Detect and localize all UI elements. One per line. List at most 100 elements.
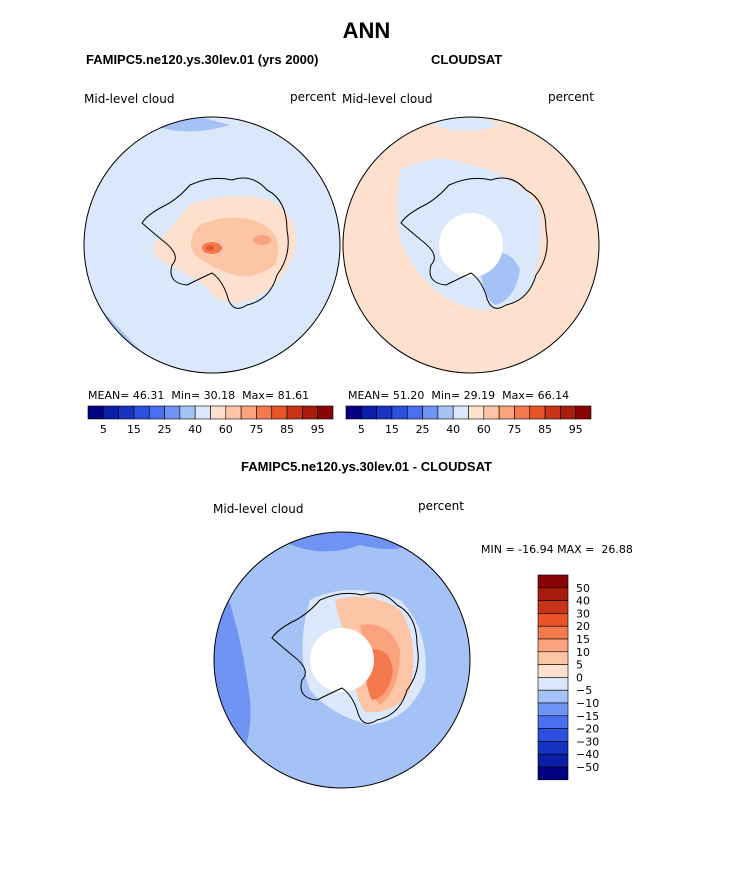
model-colorbar-tick-label: 5 — [100, 423, 107, 436]
diff-colorbar-swatch — [537, 587, 569, 601]
obs-polar-map — [342, 116, 600, 374]
diff-missing-data-pole — [310, 628, 374, 692]
diff-colorbar-tick-label: −5 — [576, 684, 592, 697]
model-colorbar-swatch — [240, 405, 257, 420]
obs-colorbar-swatch — [391, 405, 408, 420]
diff-colorbar-swatch — [537, 613, 569, 627]
model-colorbar-swatch — [194, 405, 211, 420]
model-antarctica-coastline — [141, 177, 289, 309]
obs-colorbar-swatch — [422, 405, 439, 420]
model-colorbar-swatch — [286, 405, 303, 420]
model-interior-mid-red — [191, 217, 279, 277]
obs-colorbar-swatch — [345, 405, 362, 420]
obs-colorbar-tick-label: 5 — [358, 423, 365, 436]
diff-colorbar-tick-label: −15 — [576, 710, 599, 723]
model-polar-map — [83, 116, 341, 374]
diff-colorbar-swatch — [537, 664, 569, 678]
obs-colorbar-tick-label: 60 — [477, 423, 491, 436]
model-panel-title: FAMIPC5.ne120.ys.30lev.01 (yrs 2000) — [86, 52, 319, 67]
diff-antarctica-coastline — [271, 592, 419, 724]
model-colorbar-swatch — [302, 405, 318, 420]
obs-colorbar-swatch — [361, 405, 377, 420]
model-colorbar-swatch — [164, 405, 181, 420]
diff-variable-label: Mid-level cloud — [213, 502, 304, 516]
model-colorbar-tick-label: 15 — [127, 423, 141, 436]
model-variable-label: Mid-level cloud — [84, 92, 175, 106]
diff-map-border — [213, 531, 471, 789]
diff-colorbar-swatch — [537, 600, 569, 614]
diff-colorbar-swatch — [537, 625, 569, 640]
obs-variable-label: Mid-level cloud — [342, 92, 433, 106]
obs-panel-title: CLOUDSAT — [431, 52, 503, 67]
diff-colorbar-tick-label: 30 — [576, 607, 590, 620]
obs-colorbar-tick-label: 75 — [507, 423, 521, 436]
obs-colorbar-swatch — [376, 405, 393, 420]
model-colorbar: 5 15 25 40 60 75 85 95 — [87, 405, 334, 436]
model-colorbar-swatch — [179, 405, 196, 420]
page-title: ANN — [342, 18, 391, 43]
obs-colorbar-tick-label: 40 — [446, 423, 460, 436]
model-mean-value: 46.31 — [132, 389, 165, 402]
obs-min-value: 29.19 — [463, 389, 496, 402]
model-colorbar-tick-label: 25 — [158, 423, 172, 436]
obs-colorbar-swatch — [468, 405, 485, 420]
obs-colorbar-swatch — [529, 405, 546, 420]
model-colorbar-tick-label: 75 — [249, 423, 263, 436]
diff-colorbar-tick-label: 15 — [576, 633, 590, 646]
obs-colorbar-swatch — [498, 405, 515, 420]
diff-colorbar-swatch — [537, 651, 569, 665]
obs-colorbar-tick-label: 15 — [385, 423, 399, 436]
obs-colorbar-swatch — [406, 405, 423, 420]
diff-colorbar-swatch — [537, 574, 569, 589]
obs-missing-data-pole — [439, 213, 503, 277]
diff-colorbar-tick-label: 50 — [576, 582, 590, 595]
obs-colorbar-tick-label: 85 — [538, 423, 552, 436]
diff-colorbar-swatch — [537, 689, 569, 704]
diff-colorbar-swatch — [537, 753, 569, 768]
obs-colorbar-tick-label: 25 — [416, 423, 430, 436]
model-colorbar-tick-label: 85 — [280, 423, 294, 436]
obs-colorbar-swatch — [483, 405, 500, 420]
model-map-border — [83, 116, 341, 374]
model-colorbar-swatch — [87, 405, 104, 420]
diff-colorbar-tick-label: 10 — [576, 646, 590, 659]
diff-colorbar-swatch — [537, 728, 569, 742]
model-min-label: Min= — [171, 389, 201, 402]
diff-colorbar-tick-label: 40 — [576, 595, 590, 608]
obs-colorbar-swatch — [437, 405, 454, 420]
model-min-value: 30.18 — [203, 389, 236, 402]
model-colorbar-tick-label: 60 — [219, 423, 233, 436]
obs-colorbar-swatch — [452, 405, 469, 420]
diff-colorbar-swatch — [537, 677, 569, 691]
model-peak-core — [206, 245, 214, 251]
obs-max-value: 66.14 — [537, 389, 570, 402]
diff-colorbar-swatch — [537, 702, 569, 717]
obs-colorbar-swatch — [560, 405, 576, 420]
diff-colorbar-tick-label: −20 — [576, 723, 599, 736]
model-max-value: 81.61 — [277, 389, 310, 402]
diff-units-label: percent — [418, 499, 464, 513]
obs-colorbar-swatch — [575, 405, 592, 420]
obs-colorbar-swatch — [514, 405, 531, 420]
diff-colorbar-tick-label: 5 — [576, 659, 583, 672]
obs-map-border — [342, 116, 600, 374]
obs-mean-value: 51.20 — [392, 389, 425, 402]
obs-stats: MEAN= 51.20 Min= 29.19 Max= 66.14 — [348, 389, 569, 402]
diff-colorbar-tick-label: −50 — [576, 761, 599, 774]
obs-min-label: Min= — [431, 389, 461, 402]
obs-antarctica-coastline — [400, 177, 548, 309]
model-colorbar-swatch — [317, 405, 334, 420]
model-colorbar-swatch — [133, 405, 150, 420]
obs-colorbar: 5 15 25 40 60 75 85 95 — [345, 405, 592, 436]
model-colorbar-swatch — [210, 405, 227, 420]
diff-colorbar-tick-label: −10 — [576, 697, 599, 710]
model-colorbar-tick-label: 95 — [311, 423, 325, 436]
model-secondary-orange — [253, 235, 271, 245]
diff-colorbar-tick-label: −30 — [576, 735, 599, 748]
obs-colorbar-tick-label: 95 — [569, 423, 583, 436]
diff-colorbar-tick-label: 20 — [576, 620, 590, 633]
diff-colorbar-tick-label: 0 — [576, 671, 583, 684]
obs-colorbar-swatch — [544, 405, 561, 420]
